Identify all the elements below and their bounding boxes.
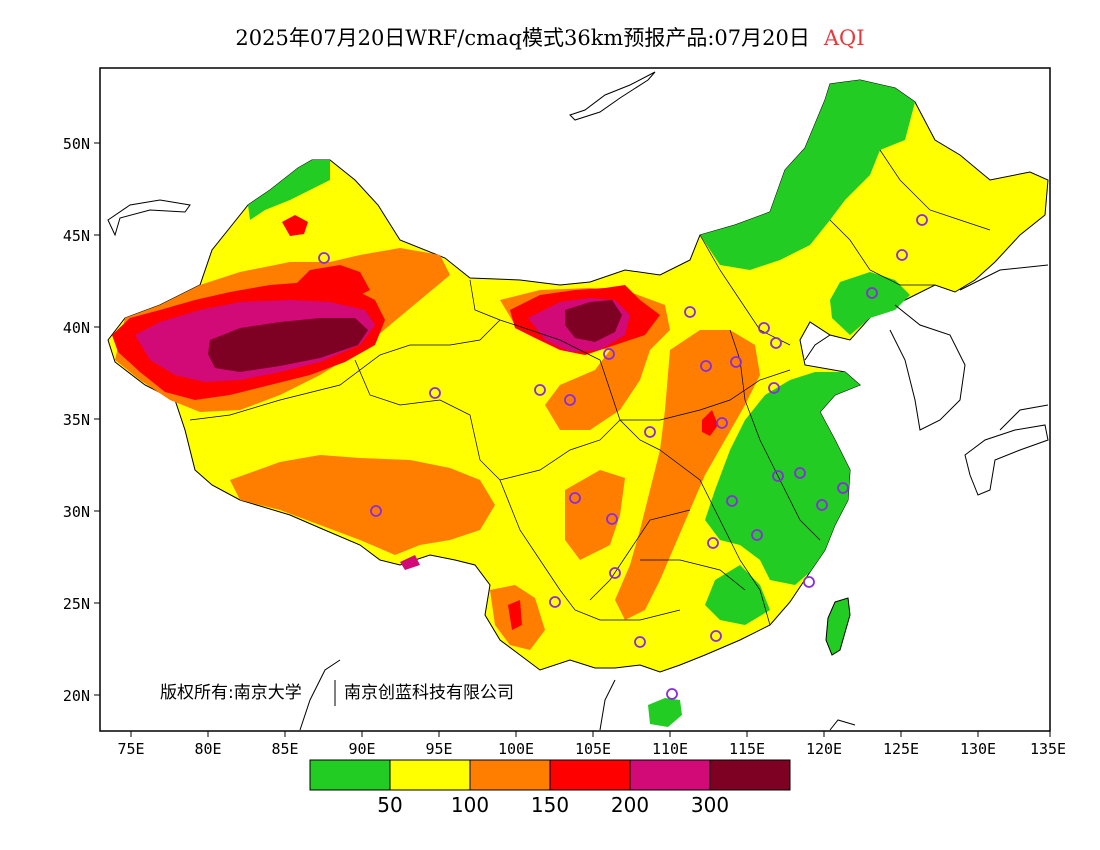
region-good-taiwan — [825, 597, 851, 656]
legend-label-150: 150 — [531, 793, 569, 817]
legend-swatch-3 — [469, 759, 551, 791]
station-marker — [644, 426, 656, 438]
region-orange-tibet — [230, 455, 495, 555]
region-red-yunnan — [508, 600, 522, 630]
lat-label-40n: 40N — [63, 319, 90, 337]
legend-label-200: 200 — [611, 793, 649, 817]
station-marker — [666, 688, 678, 700]
station-marker — [534, 384, 546, 396]
station-marker — [603, 348, 615, 360]
lat-label-30n: 30N — [63, 503, 90, 521]
lat-label-50n: 50N — [63, 135, 90, 153]
station-marker — [716, 417, 728, 429]
lon-label-85e: 85E — [271, 740, 298, 758]
region-good-xinjiang-north — [248, 160, 330, 220]
region-good-liaoning — [830, 272, 910, 335]
lat-label-20n: 20N — [63, 687, 90, 705]
legend-swatch-6 — [709, 759, 791, 791]
station-marker — [549, 596, 561, 608]
station-markers — [318, 214, 928, 700]
lon-label-125e: 125E — [883, 740, 919, 758]
map-title: 2025年07月20日WRF/cmaq模式36km预报产品:07月20日 AQI — [0, 22, 1100, 52]
station-marker — [429, 387, 441, 399]
legend-label-100: 100 — [451, 793, 489, 817]
station-marker — [837, 482, 849, 494]
station-marker — [751, 529, 763, 541]
station-marker — [730, 356, 742, 368]
station-marker — [866, 287, 878, 299]
lon-label-135e: 135E — [1030, 740, 1066, 758]
lon-label-115e: 115E — [729, 740, 765, 758]
region-red-ili — [282, 215, 308, 236]
lat-label-45n: 45N — [63, 227, 90, 245]
legend-swatch-2 — [389, 759, 471, 791]
legend-swatch-4 — [549, 759, 631, 791]
legend-swatch-5 — [629, 759, 711, 791]
station-marker — [794, 467, 806, 479]
lon-label-105e: 105E — [575, 740, 611, 758]
station-marker — [606, 513, 618, 525]
neighbor-coastlines — [107, 71, 1049, 731]
station-marker — [916, 214, 928, 226]
lat-axis — [94, 142, 100, 696]
legend-labels: 50 100 150 200 300 — [377, 793, 729, 817]
lon-label-120e: 120E — [806, 740, 842, 758]
region-red-henan — [702, 410, 718, 436]
title-variable: AQI — [823, 26, 865, 50]
lon-label-90e: 90E — [348, 740, 375, 758]
legend-swatch-1 — [309, 759, 391, 791]
lon-label-100e: 100E — [498, 740, 534, 758]
lat-label-25n: 25N — [63, 595, 90, 613]
province-boundaries — [189, 149, 991, 626]
station-marker — [634, 636, 646, 648]
station-marker — [684, 306, 696, 318]
legend-bar — [309, 759, 791, 791]
lat-label-35n: 35N — [63, 411, 90, 429]
lon-label-75e: 75E — [117, 740, 144, 758]
region-orange-central — [615, 330, 760, 620]
station-marker — [803, 576, 815, 588]
station-marker — [370, 505, 382, 517]
lon-label-95e: 95E — [425, 740, 452, 758]
legend-label-300: 300 — [691, 793, 729, 817]
lon-label-80e: 80E — [194, 740, 221, 758]
lon-label-110e: 110E — [652, 740, 688, 758]
map-field — [107, 71, 1049, 731]
region-good-hainan — [648, 698, 682, 727]
copyright-partner: 南京创蓝科技有限公司 — [344, 683, 514, 703]
station-marker — [816, 499, 828, 511]
station-marker — [609, 567, 621, 579]
station-marker — [772, 470, 784, 482]
region-hazardous-gobi — [565, 300, 622, 342]
station-marker — [707, 537, 719, 549]
region-red-dzungaria — [295, 265, 370, 302]
lon-label-130e: 130E — [960, 740, 996, 758]
station-marker — [700, 360, 712, 372]
station-marker — [564, 394, 576, 406]
region-good-northeast — [700, 80, 915, 270]
station-marker — [768, 382, 780, 394]
title-text: 2025年07月20日WRF/cmaq模式36km预报产品:07月20日 — [235, 26, 810, 50]
region-purple-tibet — [400, 555, 420, 570]
station-marker — [896, 249, 908, 261]
station-marker — [569, 492, 581, 504]
station-marker — [758, 322, 770, 334]
map-frame — [99, 67, 1051, 732]
lon-labels: 75E 80E 85E 90E 95E 100E 105E 110E 115E … — [117, 740, 1066, 758]
copyright-owner: 版权所有:南京大学 — [160, 683, 302, 703]
lon-axis — [130, 731, 1051, 737]
station-marker — [770, 337, 782, 349]
station-marker — [710, 630, 722, 642]
station-marker — [726, 495, 738, 507]
station-marker — [318, 252, 330, 264]
region-orange-sichuan — [565, 470, 625, 560]
lat-labels: 50N 45N 40N 35N 30N 25N 20N — [63, 135, 90, 705]
legend-label-50: 50 — [377, 793, 402, 817]
region-hazardous-tarim — [208, 318, 368, 372]
